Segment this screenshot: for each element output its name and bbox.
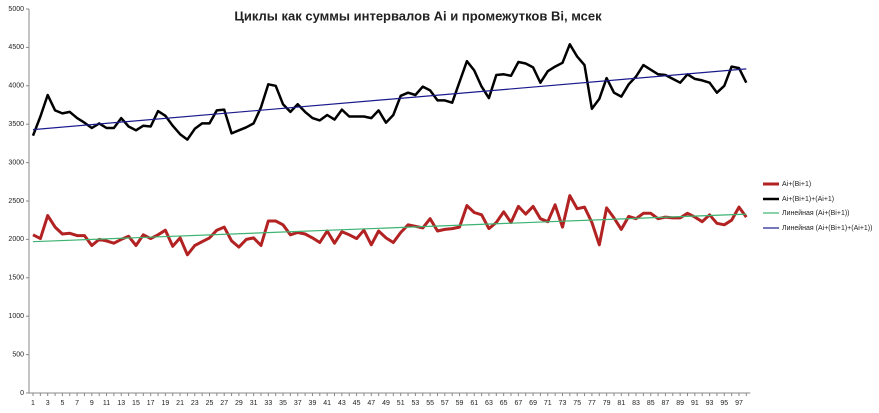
x-tick-label: 65 [500, 400, 508, 407]
x-tick-label: 57 [441, 400, 449, 407]
legend-label: Линейная (Ai+(Bi+1)+(Ai+1)) [782, 224, 872, 232]
x-tick-label: 91 [691, 400, 699, 407]
legend-label: Ai+(Bi+1)+(Ai+1) [782, 196, 834, 203]
x-tick-label: 1 [31, 400, 35, 407]
x-tick-label: 21 [176, 400, 184, 407]
x-tick-label: 87 [662, 400, 670, 407]
y-tick-label: 4500 [8, 44, 24, 51]
x-tick-label: 69 [529, 400, 537, 407]
x-tick-label: 93 [706, 400, 714, 407]
x-tick-label: 83 [632, 400, 640, 407]
x-tick-label: 53 [412, 400, 420, 407]
x-tick-label: 17 [147, 400, 155, 407]
x-tick-label: 75 [573, 400, 581, 407]
x-tick-label: 47 [367, 400, 375, 407]
y-tick-label: 1000 [8, 313, 24, 320]
y-tick-label: 500 [12, 351, 24, 358]
y-tick-label: 3500 [8, 121, 24, 128]
x-tick-label: 95 [720, 400, 728, 407]
x-tick-label: 55 [426, 400, 434, 407]
y-tick-label: 4000 [8, 83, 24, 90]
y-tick-label: 1500 [8, 275, 24, 282]
x-tick-label: 77 [588, 400, 596, 407]
x-tick-label: 7 [75, 400, 79, 407]
y-tick-label: 2000 [8, 236, 24, 243]
x-tick-label: 45 [353, 400, 361, 407]
x-tick-label: 29 [235, 400, 243, 407]
legend-label: Линейная (Ai+(Bi+1)) [782, 209, 850, 217]
x-tick-label: 67 [514, 400, 522, 407]
legend-label: Ai+(Bi+1) [782, 181, 811, 188]
x-tick-label: 9 [90, 400, 94, 407]
x-tick-label: 3 [46, 400, 50, 407]
x-tick-label: 71 [544, 400, 552, 407]
x-tick-label: 39 [309, 400, 317, 407]
x-tick-label: 41 [323, 400, 331, 407]
x-tick-label: 89 [676, 400, 684, 407]
y-tick-label: 0 [20, 390, 24, 397]
x-tick-label: 27 [220, 400, 228, 407]
x-tick-label: 13 [117, 400, 125, 407]
trend-line [32, 213, 747, 243]
x-tick-label: 19 [161, 400, 169, 407]
trend-line [32, 68, 747, 131]
x-tick-label: 31 [250, 400, 258, 407]
x-tick-label: 51 [397, 400, 405, 407]
x-tick-label: 5 [60, 400, 64, 407]
x-tick-label: 79 [603, 400, 611, 407]
x-tick-label: 97 [735, 400, 743, 407]
line [32, 194, 748, 257]
y-tick-label: 2500 [8, 198, 24, 205]
x-tick-label: 49 [382, 400, 390, 407]
x-tick-label: 11 [103, 400, 110, 407]
x-tick-label: 73 [559, 400, 567, 407]
x-tick-label: 25 [206, 400, 214, 407]
x-tick-label: 15 [132, 400, 140, 407]
y-tick-label: 5000 [8, 6, 24, 13]
x-tick-label: 61 [470, 400, 478, 407]
x-tick-label: 43 [338, 400, 346, 407]
x-tick-label: 63 [485, 400, 493, 407]
x-tick-label: 35 [279, 400, 287, 407]
x-tick-label: 33 [264, 400, 272, 407]
line [31, 43, 748, 141]
x-tick-label: 23 [191, 400, 199, 407]
x-tick-label: 81 [617, 400, 625, 407]
chart-title: Циклы как суммы интервалов Ai и промежут… [234, 8, 602, 23]
x-tick-label: 59 [456, 400, 464, 407]
x-tick-label: 85 [647, 400, 655, 407]
x-tick-label: 37 [294, 400, 302, 407]
y-tick-label: 3000 [8, 159, 24, 166]
